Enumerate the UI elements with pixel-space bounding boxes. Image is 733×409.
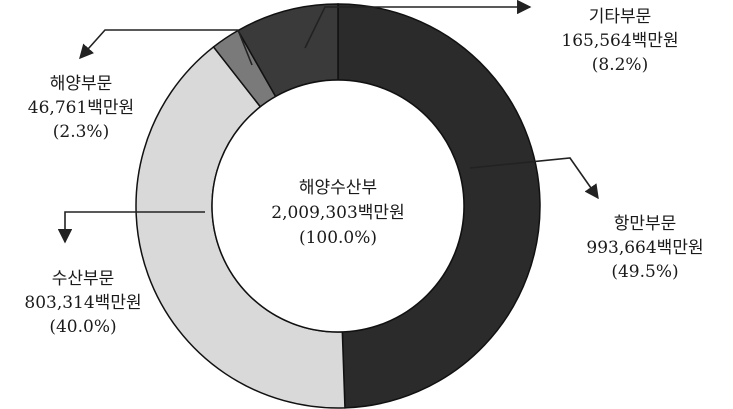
slice-name: 수산부문 [51,269,115,289]
donut-slices [135,3,541,409]
slice-name: 항만부문 [613,214,677,234]
slice-label-hangman: 항만부문 993,664백만원 (49.5%) [560,212,730,284]
leader-line-gita [304,0,532,49]
slice-name: 기타부문 [588,7,652,27]
center-pct: (100.0%) [298,228,378,248]
slice-pct: (40.0%) [49,317,117,337]
slice-label-susan: 수산부문 803,314백만원 (40.0%) [8,267,158,339]
leader-line-susan [57,211,205,244]
slice-pct: (2.3%) [52,122,110,142]
slice-value: 165,564백만원 [561,31,679,51]
leader-line-haeyang [79,29,253,66]
center-title: 해양수산부 [298,178,378,198]
center-label: 해양수산부 2,009,303백만원 (100.0%) [253,176,423,251]
slice-label-gita: 기타부문 165,564백만원 (8.2%) [540,5,700,77]
slice-value: 803,314백만원 [24,293,142,313]
donut-hole [211,79,465,333]
slice-name: 해양부문 [49,74,113,94]
slice-pct: (8.2%) [591,55,649,75]
slice-value: 46,761백만원 [27,98,135,118]
slice-value: 993,664백만원 [586,238,704,258]
slice-pct: (49.5%) [611,262,679,282]
center-value: 2,009,303백만원 [271,203,405,223]
leader-line-hangman [469,157,599,200]
slice-label-haeyang: 해양부문 46,761백만원 (2.3%) [6,72,156,144]
leader-lines [57,0,599,244]
